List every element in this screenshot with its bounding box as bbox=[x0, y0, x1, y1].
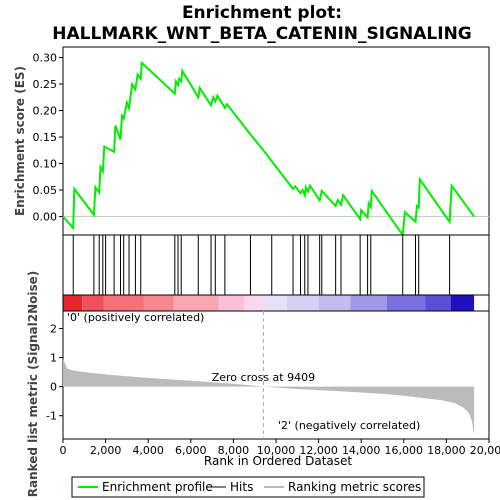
es-ytick-label: 0.10 bbox=[33, 158, 58, 171]
heatmap-segment bbox=[244, 295, 264, 311]
heatmap-segment bbox=[63, 295, 83, 311]
enrichment-profile-line bbox=[62, 60, 475, 238]
heatmap-segment bbox=[386, 295, 426, 311]
es-ytick-label: 0.30 bbox=[33, 52, 58, 65]
heatmap-segment bbox=[450, 295, 475, 311]
hits-panel-frame bbox=[62, 234, 490, 296]
metric-ytick-label: 1 bbox=[50, 352, 57, 365]
xtick-label: 10,000 bbox=[257, 444, 296, 457]
ranking-heatmap-bar bbox=[62, 294, 490, 312]
xtick-label: 18,000 bbox=[427, 444, 466, 457]
hits-panel bbox=[62, 234, 490, 296]
enrichment-score-panel: 0.00 0.05 0.10 0.15 0.20 0.25 0.30 Enrichment … bbox=[13, 46, 490, 238]
es-axis-label: Enrichment score (ES) bbox=[13, 66, 27, 216]
positive-correlation-label: '0' (positively correlated) bbox=[67, 311, 204, 324]
legend-metric-label: Ranking metric scores bbox=[288, 480, 421, 494]
xtick-label: 12,000 bbox=[299, 444, 338, 457]
heatmap-segment bbox=[350, 295, 387, 311]
legend-enrichment-label: Enrichment profile bbox=[102, 480, 213, 494]
heatmap-segment bbox=[286, 295, 319, 311]
heatmap-segment bbox=[425, 295, 451, 311]
es-ytick-label: 0.05 bbox=[33, 184, 58, 197]
heatmap-segment bbox=[103, 295, 144, 311]
chart-title-line2: HALLMARK_WNT_BETA_CATENIN_SIGNALING bbox=[52, 24, 472, 44]
heatmap-segment bbox=[143, 295, 174, 311]
xtick-label: 14,000 bbox=[342, 444, 381, 457]
ranked-metric-panel: -1 0 1 2 0 2,000 4,000 6,000 8,000 10,000 12,000 1… bbox=[26, 271, 500, 498]
bottom-panel-frame bbox=[62, 310, 490, 440]
xtick-label: 4,000 bbox=[132, 444, 164, 457]
top-panel-frame bbox=[62, 46, 490, 236]
heatmap-segment bbox=[218, 295, 245, 311]
legend-frame bbox=[71, 476, 425, 498]
es-ytick-label: 0.00 bbox=[33, 210, 58, 223]
heatmap-segment bbox=[263, 295, 287, 311]
es-ytick-label: 0.15 bbox=[33, 131, 58, 144]
metric-ytick-label: 2 bbox=[50, 322, 57, 335]
heatmap-segment bbox=[318, 295, 351, 311]
xtick-label: 2,000 bbox=[90, 444, 122, 457]
legend: Enrichment profile Hits Ranking metric s… bbox=[71, 476, 425, 498]
es-ytick-label: 0.25 bbox=[33, 78, 58, 91]
xtick-label: 16,000 bbox=[385, 444, 424, 457]
xtick-label: 8,000 bbox=[218, 444, 250, 457]
metric-axis-label: Ranked list metric (Signal2Noise) bbox=[26, 271, 40, 498]
legend-hits-label: Hits bbox=[230, 480, 253, 494]
xtick-label: 6,000 bbox=[175, 444, 207, 457]
heatmap-segment bbox=[82, 295, 104, 311]
xtick-label: 0 bbox=[60, 444, 67, 457]
xtick-label: 20,000 bbox=[470, 444, 500, 457]
metric-ytick-label: -1 bbox=[46, 410, 57, 423]
metric-ytick-label: 0 bbox=[50, 381, 57, 394]
heatmap-segment bbox=[173, 295, 219, 311]
negative-correlation-label: '2' (negatively correlated) bbox=[278, 419, 420, 432]
chart-title-line1: Enrichment plot: bbox=[182, 3, 342, 23]
es-ytick-label: 0.20 bbox=[33, 105, 58, 118]
x-axis-label: Rank in Ordered Dataset bbox=[204, 454, 352, 468]
zero-cross-annotation: Zero cross at 9409 bbox=[212, 371, 315, 384]
